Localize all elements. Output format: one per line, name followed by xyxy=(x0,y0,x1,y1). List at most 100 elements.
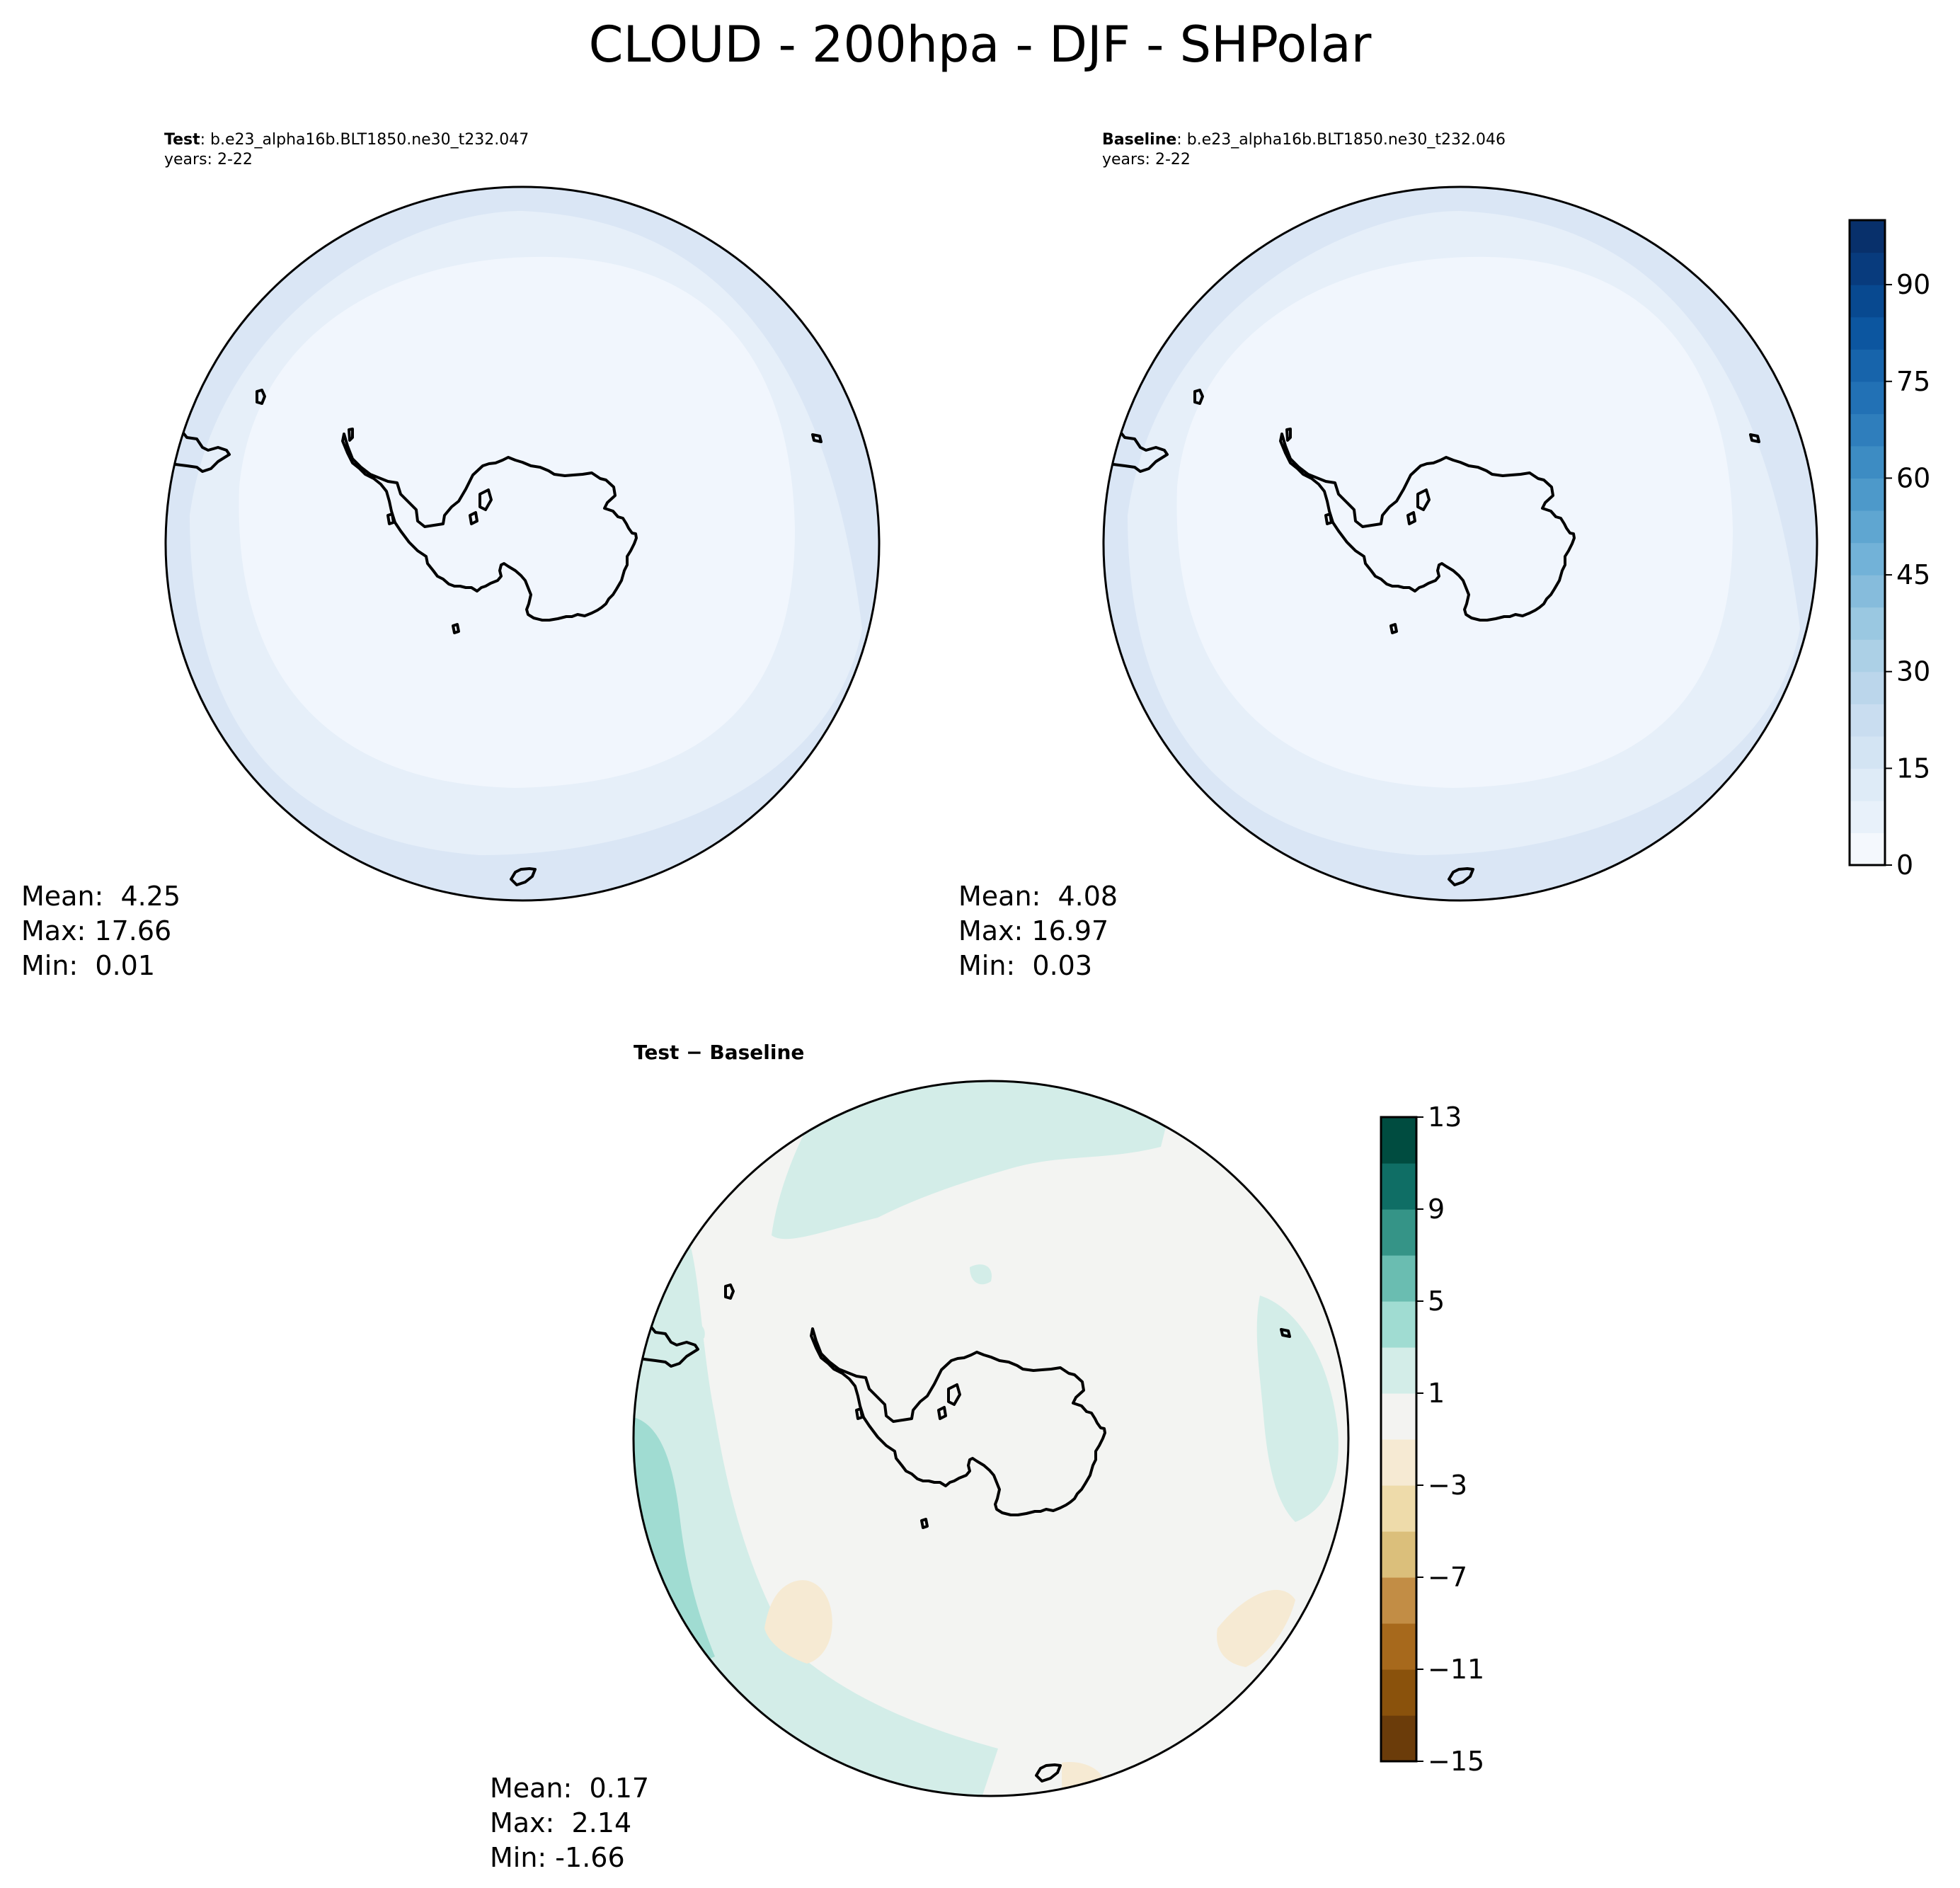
island-shape xyxy=(386,513,395,525)
colorbar-segment xyxy=(1381,1485,1416,1532)
colorbar-frame xyxy=(1848,219,1886,866)
colorbar-tick-label: −3 xyxy=(1428,1470,1467,1501)
colorbar-segment xyxy=(1850,704,1885,737)
island-shape xyxy=(348,428,354,442)
island-shape xyxy=(478,488,493,511)
antarctica-outline xyxy=(810,1327,1106,1516)
island-shape xyxy=(256,389,266,405)
island-shape xyxy=(1416,488,1431,511)
positive-anomaly xyxy=(970,1264,992,1285)
island-shape xyxy=(947,1383,961,1406)
island-shape xyxy=(937,1406,947,1420)
colorbar-segment xyxy=(1850,413,1885,447)
test-max: Max: 17.66 xyxy=(21,915,172,946)
figure-title: CLOUD - 200hpa - DJF - SHPolar xyxy=(588,16,1372,74)
test-label: Test xyxy=(164,131,200,149)
test-stats: Mean: 4.25 Max: 17.66 Min: 0.01 xyxy=(21,879,180,983)
colorbar-tick-label: −7 xyxy=(1428,1562,1467,1593)
contour-band xyxy=(239,256,795,788)
positive-anomaly xyxy=(634,1416,715,1671)
colorbar-tick-label: 13 xyxy=(1428,1102,1462,1133)
colorbar-segment xyxy=(1850,542,1885,576)
colorbar-segment xyxy=(1850,252,1885,285)
colorbar-segment xyxy=(1381,1209,1416,1256)
colorbar-tick-label: 60 xyxy=(1896,462,1930,493)
colorbar-segment xyxy=(1850,510,1885,544)
test-mean: Mean: 4.25 xyxy=(21,881,181,912)
colorbar-tick-label: 30 xyxy=(1896,656,1930,687)
test-map xyxy=(164,185,881,902)
colorbar-frame xyxy=(1380,1116,1418,1763)
colorbar-tick-label: 9 xyxy=(1428,1194,1445,1225)
colorbar-tick-label: −15 xyxy=(1428,1746,1484,1777)
island-shape xyxy=(1193,389,1204,405)
colorbar-tick-label: 0 xyxy=(1896,849,1913,881)
island-shape xyxy=(1280,1328,1291,1338)
baseline-map xyxy=(1102,185,1818,902)
island-shape xyxy=(724,1283,735,1300)
filled-contours xyxy=(166,187,879,900)
baseline-panel-title: Baseline: b.e23_alpha16b.BLT1850.ne30_t2… xyxy=(1102,130,1506,170)
new-zealand-outline xyxy=(1035,1763,1062,1783)
colorbar-segment xyxy=(1381,1255,1416,1302)
island-shape xyxy=(1406,511,1416,525)
colorbar-segment xyxy=(1381,1715,1416,1762)
colorbar-segment xyxy=(1850,768,1885,801)
positive-anomaly xyxy=(772,1081,1175,1240)
colorbar-segment xyxy=(1850,478,1885,511)
new-zealand-outline xyxy=(1448,867,1474,886)
colorbar-segment xyxy=(1850,800,1885,834)
island-shape xyxy=(1285,428,1292,442)
island-shape xyxy=(1389,623,1398,634)
colorbar-segment xyxy=(1850,445,1885,479)
island-shape xyxy=(452,623,460,634)
test-years: years: 2-22 xyxy=(164,151,253,168)
filled-contours xyxy=(634,1081,1348,1796)
colorbar-segment xyxy=(1850,671,1885,704)
colorbar-tick-label: −11 xyxy=(1428,1654,1484,1685)
colorbar-segment xyxy=(1381,1669,1416,1716)
antarctica-outline xyxy=(1279,433,1576,622)
baseline-years: years: 2-22 xyxy=(1102,151,1191,168)
filled-contours xyxy=(1104,187,1817,900)
baseline-case-name: : b.e23_alpha16b.BLT1850.ne30_t232.046 xyxy=(1176,131,1506,149)
difference-map xyxy=(632,1080,1350,1797)
south-america-tip xyxy=(634,1324,699,1368)
colorbar-segment xyxy=(1850,349,1885,382)
positive-anomaly xyxy=(672,1321,705,1341)
colorbar-tick-label: 90 xyxy=(1896,269,1930,300)
baseline-min: Min: 0.03 xyxy=(958,950,1092,981)
map-boundary xyxy=(1102,185,1818,902)
colorbar-segment xyxy=(1850,607,1885,640)
colorbar-segment xyxy=(1850,220,1885,253)
colorbar-tick-label: 5 xyxy=(1428,1286,1445,1317)
difference-colorbar: −15 −11 −7 −3 1 5 9 13 xyxy=(1380,1102,1484,1777)
diff-panel-title: Test − Baseline xyxy=(634,1041,805,1064)
test-panel-title: Test: b.e23_alpha16b.BLT1850.ne30_t232.0… xyxy=(164,130,529,170)
colorbar-segment xyxy=(1850,316,1885,350)
baseline-stats: Mean: 4.08 Max: 16.97 Min: 0.03 xyxy=(958,879,1118,983)
baseline-mean: Mean: 4.08 xyxy=(958,881,1118,912)
baseline-colorbar: 0 15 30 45 60 75 90 xyxy=(1848,219,1930,881)
colorbar-segment xyxy=(1381,1163,1416,1210)
island-shape xyxy=(855,1407,864,1420)
colorbar-segment xyxy=(1850,639,1885,673)
coastlines xyxy=(634,1283,1291,1783)
diff-min: Min: -1.66 xyxy=(490,1842,625,1873)
diff-mean: Mean: 0.17 xyxy=(490,1773,650,1804)
colorbar-segment xyxy=(1850,381,1885,414)
colorbar-segment xyxy=(1381,1623,1416,1670)
colorbar-tick-label: 15 xyxy=(1896,753,1930,784)
diff-stats: Mean: 0.17 Max: 2.14 Min: -1.66 xyxy=(490,1771,649,1875)
negative-anomaly xyxy=(764,1580,832,1664)
colorbar-tick-label: 45 xyxy=(1896,559,1930,590)
baseline-max: Max: 16.97 xyxy=(958,915,1109,946)
island-shape xyxy=(469,511,478,525)
contour-band xyxy=(1176,256,1733,788)
colorbar-segment xyxy=(1381,1531,1416,1578)
map-boundary xyxy=(164,185,881,902)
colorbar-segment xyxy=(1381,1439,1416,1486)
colorbar-segment xyxy=(1381,1347,1416,1394)
colorbar-segment xyxy=(1381,1301,1416,1348)
island-shape xyxy=(811,433,823,443)
